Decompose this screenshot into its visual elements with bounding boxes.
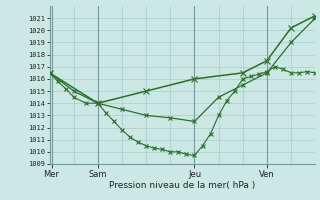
X-axis label: Pression niveau de la mer( hPa ): Pression niveau de la mer( hPa ) xyxy=(109,181,256,190)
